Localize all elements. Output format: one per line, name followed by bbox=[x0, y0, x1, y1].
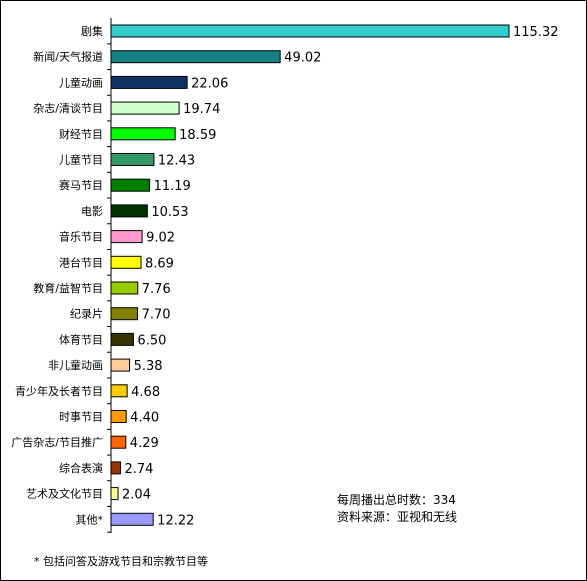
value-label: 12.43 bbox=[158, 154, 195, 169]
category-label: 杂志/清谈节目 bbox=[33, 102, 103, 115]
category-label: 纪录片 bbox=[70, 308, 103, 321]
bar bbox=[110, 230, 143, 244]
bar bbox=[110, 358, 131, 372]
category-label: 儿童动画 bbox=[59, 75, 103, 89]
bar bbox=[110, 461, 121, 475]
value-label: 7.70 bbox=[142, 308, 171, 323]
bar bbox=[110, 50, 281, 64]
value-label: 4.29 bbox=[130, 436, 159, 451]
category-label: 音乐节目 bbox=[59, 230, 103, 244]
value-label: 19.74 bbox=[183, 102, 220, 117]
source-note: 资料来源：亚视和无线 bbox=[337, 510, 458, 524]
bar bbox=[110, 127, 176, 141]
category-label: 财经节目 bbox=[59, 127, 103, 141]
bars-layer: 剧集 115.32 新闻/天气报道 49.02 儿童动画 22.06 杂志/清谈节目 19.7… bbox=[11, 24, 559, 533]
category-label: 剧集 bbox=[81, 24, 103, 38]
category-label: 艺术及文化节目 bbox=[26, 487, 103, 501]
bar bbox=[110, 153, 155, 166]
bar bbox=[110, 512, 154, 526]
bar bbox=[110, 487, 119, 501]
category-label: 体育节目 bbox=[59, 332, 103, 346]
bar bbox=[110, 332, 134, 346]
bar bbox=[110, 204, 148, 218]
bar bbox=[110, 281, 139, 295]
value-label: 10.53 bbox=[151, 205, 188, 220]
value-label: 18.59 bbox=[179, 128, 216, 143]
bar bbox=[110, 435, 127, 449]
value-label: 11.19 bbox=[154, 179, 191, 194]
bar bbox=[110, 178, 151, 192]
value-label: 5.38 bbox=[134, 359, 163, 374]
value-label: 2.74 bbox=[124, 462, 153, 477]
total-hours-note: 每周播出总时数：334 bbox=[337, 493, 456, 507]
value-label: 12.22 bbox=[157, 513, 194, 528]
value-label: 8.69 bbox=[145, 256, 174, 271]
category-label: 赛马节目 bbox=[59, 178, 103, 192]
category-label: 时事节目 bbox=[59, 411, 103, 424]
bar bbox=[110, 75, 188, 89]
bar bbox=[110, 307, 139, 321]
value-label: 2.04 bbox=[122, 488, 151, 503]
value-label: 9.02 bbox=[146, 231, 175, 246]
bar bbox=[110, 101, 180, 115]
bar bbox=[110, 410, 127, 423]
category-label: 非儿童动画 bbox=[48, 358, 103, 372]
value-label: 4.68 bbox=[131, 385, 160, 400]
value-label: 4.40 bbox=[130, 411, 159, 426]
category-label: 综合表演 bbox=[59, 461, 103, 475]
value-label: 22.06 bbox=[191, 76, 228, 91]
value-label: 7.76 bbox=[142, 282, 171, 297]
bar bbox=[110, 255, 142, 269]
category-label: 港台节目 bbox=[59, 255, 103, 269]
category-label: 广告杂志/节目推广 bbox=[11, 435, 103, 449]
category-label: 儿童节目 bbox=[59, 153, 103, 167]
value-label: 6.50 bbox=[137, 333, 166, 348]
value-label: 49.02 bbox=[284, 51, 321, 66]
footnote: * 包括问答及游戏节目和宗教节目等 bbox=[34, 555, 208, 568]
category-label: 青少年及长者节目 bbox=[15, 384, 103, 398]
category-label: 新闻/天气报道 bbox=[33, 50, 103, 64]
bar bbox=[110, 24, 510, 38]
category-label: 其他* bbox=[76, 513, 104, 526]
bar bbox=[110, 384, 128, 398]
category-label: 教育/益智节目 bbox=[33, 281, 103, 295]
value-label: 115.32 bbox=[513, 25, 559, 40]
category-label: 电影 bbox=[81, 205, 103, 218]
